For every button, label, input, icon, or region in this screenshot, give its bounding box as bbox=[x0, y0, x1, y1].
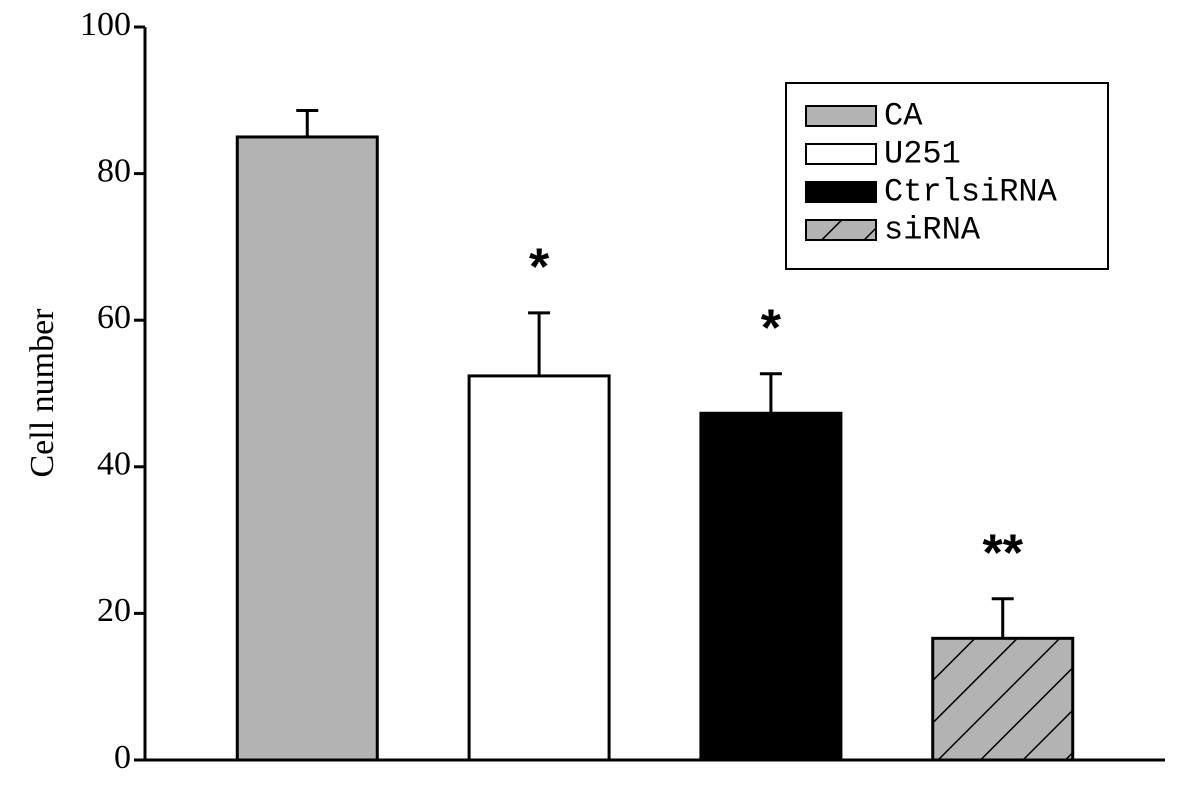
y-tick-label: 40 bbox=[97, 446, 131, 483]
legend-swatch bbox=[805, 105, 877, 127]
y-tick-label: 0 bbox=[114, 739, 131, 776]
y-tick-label: 100 bbox=[80, 6, 131, 43]
legend-label: CA bbox=[884, 97, 923, 134]
error-bar bbox=[991, 597, 1014, 639]
legend-swatch bbox=[805, 143, 877, 165]
y-tick-label: 60 bbox=[97, 299, 131, 336]
y-tick-label: 20 bbox=[97, 592, 131, 629]
error-bar bbox=[759, 372, 782, 414]
legend-label: CtrlsiRNA bbox=[884, 173, 1058, 210]
bar bbox=[467, 374, 611, 762]
legend-swatch bbox=[805, 181, 877, 203]
annotation: ** bbox=[982, 524, 1023, 582]
error-bar bbox=[528, 311, 551, 376]
y-tick-label: 80 bbox=[97, 152, 131, 189]
error-bar bbox=[296, 109, 319, 137]
bar bbox=[235, 135, 379, 762]
bar bbox=[699, 411, 843, 762]
legend-swatch bbox=[805, 219, 877, 241]
legend-label: U251 bbox=[884, 135, 961, 172]
y-axis-label: Cell number bbox=[24, 308, 61, 478]
legend-label: siRNA bbox=[884, 211, 981, 248]
annotation: * bbox=[529, 239, 550, 297]
annotation: * bbox=[761, 299, 782, 357]
bar bbox=[931, 636, 1075, 762]
